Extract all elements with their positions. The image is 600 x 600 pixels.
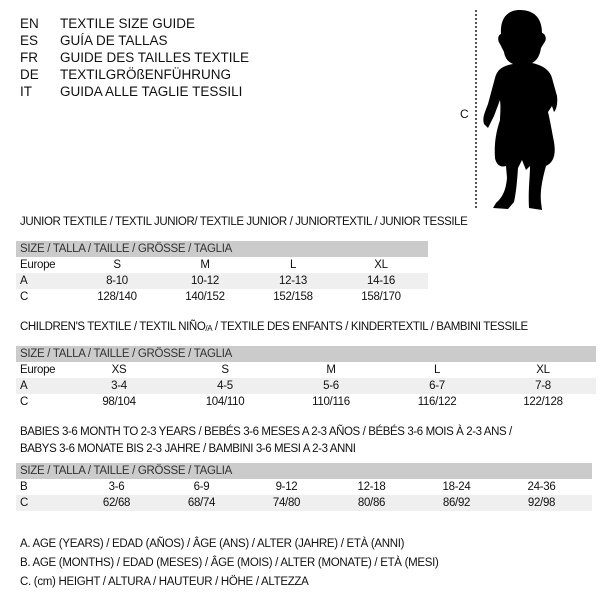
junior-section-title: JUNIOR TEXTILE / TEXTIL JUNIOR/ TEXTILE … [20,216,468,228]
table-cell: 92/98 [527,497,556,509]
table-cell: 18-24 [442,481,471,493]
row-label: C [20,396,29,408]
table-cell: 3-4 [111,380,127,392]
babies-section-title-line2: BABYS 3-6 MONATE BIS 2-3 JAHRE / BAMBINI… [20,443,356,455]
lang-fr: FR GUIDE DES TAILLES TEXTILE [20,50,250,65]
table-cell: 24-36 [527,481,556,493]
table-cell: 116/122 [417,396,457,408]
children-size-table: SIZE / TALLA / TAILLE / GRÖSSE / TAGLIA … [16,346,596,410]
table-cell: 9-12 [275,481,298,493]
table-cell: M [200,259,210,271]
row-label: A [20,275,28,287]
table-header: SIZE / TALLA / TAILLE / GRÖSSE / TAGLIA [16,346,596,362]
table-row: C 98/104 104/110 110/116 116/122 122/128 [16,394,596,410]
height-measure-label: C [460,107,469,121]
table-cell: 14-16 [367,275,395,287]
table-cell: L [433,364,441,376]
lang-de: DE TEXTILGRÖßENFÜHRUNG [20,67,232,82]
child-silhouette-icon [483,10,558,210]
legend-a: A. AGE (YEARS) / EDAD (AÑOS) / ÂGE (ANS)… [20,538,405,550]
table-cell: XL [536,364,550,376]
lang-en: EN TEXTILE SIZE GUIDE [20,16,196,31]
table-cell: 8-10 [106,275,128,287]
table-row: Europe S M L XL [16,257,428,273]
table-cell: 128/140 [97,291,137,303]
row-label: C [20,291,29,303]
table-cell: S [113,259,121,271]
row-label: Europe [20,364,56,376]
table-cell: 3-6 [108,481,125,493]
row-label: Europe [20,259,56,271]
table-cell: 122/128 [523,396,563,408]
table-cell: 68/74 [187,497,216,509]
table-cell: 140/152 [185,291,225,303]
lang-es: ES GUÍA DE TALLAS [20,33,168,48]
children-section-title: CHILDREN'S TEXTILE / TEXTIL NIÑO/A / TEX… [20,321,528,333]
table-row: Europe XS S M L XL [16,362,596,378]
table-row: B 3-6 6-9 9-12 12-18 18-24 24-36 [16,479,592,495]
table-cell: XL [374,259,388,271]
row-label: A [20,380,28,392]
table-cell: S [221,364,229,376]
table-cell: 10-12 [191,275,219,287]
table-cell: 104/110 [205,396,245,408]
table-cell: 158/170 [361,291,401,303]
table-row: C 62/68 68/74 74/80 80/86 86/92 92/98 [16,495,592,511]
table-header: SIZE / TALLA / TAILLE / GRÖSSE / TAGLIA [16,463,592,479]
table-cell: 110/116 [312,396,350,408]
table-cell: 98/104 [102,396,136,408]
table-cell: XS [111,364,127,376]
row-label: C [20,497,29,509]
lang-it: IT GUIDA ALLE TAGLIE TESSILI [20,84,243,99]
row-label: B [20,481,28,493]
table-row: C 128/140 140/152 152/158 158/170 [16,289,428,305]
table-cell: 7-8 [535,380,551,392]
table-cell: 5-6 [323,380,339,392]
table-cell: 4-5 [217,380,233,392]
table-cell: L [289,259,297,271]
babies-size-table: SIZE / TALLA / TAILLE / GRÖSSE / TAGLIA … [16,463,592,511]
language-titles: EN TEXTILE SIZE GUIDE ES GUÍA DE TALLAS FR… [0,15,440,105]
table-cell: 6-9 [193,481,210,493]
table-row: A 8-10 10-12 12-13 14-16 [16,273,428,289]
table-cell: 80/86 [357,497,386,509]
table-cell: 6-7 [429,380,445,392]
legend-c: C. (cm) HEIGHT / ALTURA / HAUTEUR / HÖHE… [20,576,309,588]
table-cell: 86/92 [442,497,471,509]
height-dashed-line [475,10,477,208]
table-cell: 74/80 [272,497,301,509]
table-row: A 3-4 4-5 5-6 6-7 7-8 [16,378,596,394]
babies-section-title-line1: BABIES 3-6 MONTH TO 2-3 YEARS / BEBÉS 3-… [20,426,512,438]
table-header: SIZE / TALLA / TAILLE / GRÖSSE / TAGLIA [16,241,428,257]
legend-b: B. AGE (MONTHS) / EDAD (MESES) / ÂGE (MO… [20,557,439,569]
table-cell: 62/68 [102,497,131,509]
table-cell: 152/158 [273,291,313,303]
legend: A. AGE (YEARS) / EDAD (AÑOS) / ÂGE (ANS)… [20,535,439,592]
junior-size-table: SIZE / TALLA / TAILLE / GRÖSSE / TAGLIA … [16,241,428,305]
table-cell: 12-18 [357,481,386,493]
table-cell: 12-13 [279,275,307,287]
table-cell: M [326,364,336,376]
